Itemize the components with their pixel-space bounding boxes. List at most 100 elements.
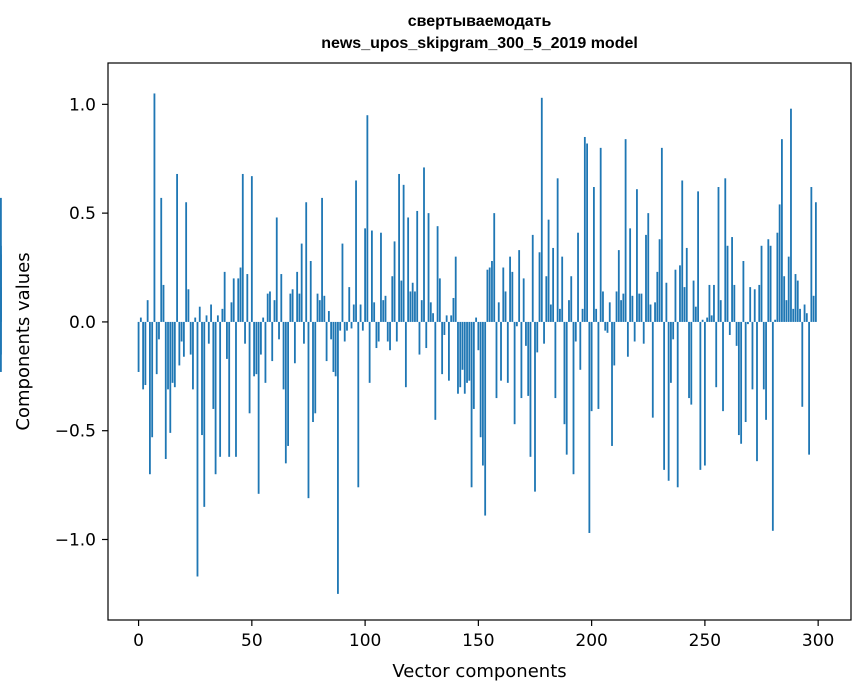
bar <box>602 291 604 322</box>
bar <box>740 321 743 444</box>
bar <box>389 321 391 351</box>
bar <box>398 173 400 322</box>
bar <box>744 321 747 423</box>
bar <box>486 269 489 322</box>
bar <box>629 228 632 322</box>
bar <box>590 321 593 412</box>
bar <box>703 321 706 466</box>
bar <box>681 180 684 322</box>
bar <box>538 252 541 322</box>
bar <box>0 321 2 372</box>
bar <box>427 213 430 322</box>
bar <box>626 321 629 357</box>
x-tick-label: 150 <box>462 631 494 651</box>
x-tick-label: 300 <box>802 631 834 651</box>
bar <box>352 304 355 322</box>
bar <box>747 321 749 325</box>
bar <box>760 245 763 322</box>
bar <box>278 321 280 340</box>
bar <box>470 321 473 488</box>
bar <box>420 300 423 322</box>
bar <box>282 321 285 390</box>
bar <box>674 269 677 322</box>
bar <box>266 293 269 322</box>
bar <box>237 278 240 322</box>
bar <box>318 300 321 322</box>
bar <box>477 321 480 351</box>
bar <box>491 261 493 322</box>
bar <box>531 234 534 322</box>
bar <box>393 241 396 322</box>
bar <box>649 304 652 322</box>
bar <box>201 321 203 436</box>
bar <box>230 302 233 322</box>
bar <box>314 321 317 414</box>
bar <box>688 321 690 399</box>
bar <box>781 139 783 322</box>
bar <box>323 295 326 322</box>
bar <box>479 321 482 438</box>
bar <box>509 256 511 322</box>
x-tick-label: 100 <box>349 631 381 651</box>
bar <box>212 321 215 409</box>
x-tick-label: 250 <box>689 631 721 651</box>
bar <box>513 321 516 425</box>
bar <box>298 293 301 322</box>
bar <box>192 321 194 390</box>
bar <box>386 321 389 342</box>
x-tick-label: 0 <box>133 631 144 651</box>
bar <box>0 197 2 322</box>
bar <box>167 321 169 390</box>
bar <box>196 321 199 577</box>
bar <box>762 321 765 390</box>
bar <box>355 180 357 322</box>
bar <box>563 321 566 425</box>
bar <box>244 321 246 344</box>
bar <box>692 280 695 322</box>
bar <box>264 321 267 383</box>
bar <box>586 143 588 322</box>
bar <box>540 97 543 322</box>
bar <box>293 321 296 364</box>
bar <box>350 321 353 329</box>
bar <box>434 321 437 420</box>
bar <box>790 108 792 322</box>
bar <box>214 321 217 475</box>
bar <box>391 276 394 322</box>
bar <box>164 321 167 459</box>
bar <box>300 243 303 322</box>
bar <box>291 289 294 322</box>
bar <box>348 287 351 322</box>
bar <box>316 293 319 322</box>
bar <box>559 308 561 322</box>
bar <box>805 313 808 322</box>
bar <box>418 321 421 355</box>
bar <box>756 321 758 462</box>
bar <box>457 321 459 394</box>
bar <box>556 178 559 322</box>
bar <box>280 274 283 322</box>
bar <box>663 321 666 470</box>
bar <box>407 217 410 322</box>
bar <box>151 321 154 438</box>
bar <box>296 271 299 322</box>
bar <box>710 315 713 322</box>
bar <box>708 284 711 322</box>
bar <box>549 304 552 322</box>
y-tick-label: 1.0 <box>69 95 96 115</box>
bar <box>769 245 772 322</box>
bar <box>722 321 724 412</box>
bar <box>260 321 262 355</box>
bar <box>651 321 654 418</box>
bar <box>697 191 699 322</box>
bar <box>588 321 591 533</box>
bar <box>445 315 448 322</box>
bar <box>448 321 450 381</box>
bar <box>699 321 702 470</box>
bar <box>414 291 416 322</box>
bar <box>275 217 278 322</box>
bar <box>176 173 178 322</box>
bar <box>144 321 147 386</box>
bar <box>438 278 441 322</box>
bar <box>368 321 371 383</box>
